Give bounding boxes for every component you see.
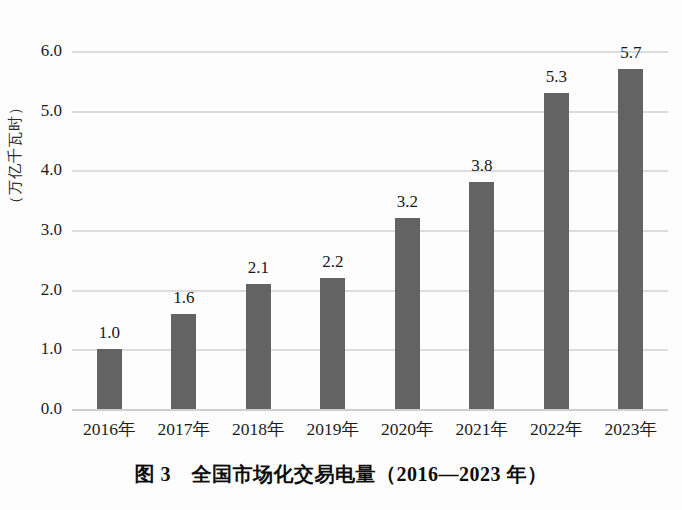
chart-caption: 图 3 全国市场化交易电量（2016—2023 年） bbox=[0, 461, 682, 488]
x-tick-label: 2016年 bbox=[71, 417, 147, 441]
bar-value-label: 3.8 bbox=[444, 157, 520, 175]
bar-2019年 bbox=[320, 278, 345, 409]
gridline bbox=[72, 51, 668, 53]
x-tick-label: 2017年 bbox=[146, 417, 222, 441]
gridline bbox=[72, 111, 668, 113]
plot-area: 1.01.62.12.23.23.85.35.7 bbox=[72, 51, 668, 411]
y-tick-label: 1.0 bbox=[0, 339, 62, 359]
y-tick-label: 4.0 bbox=[0, 160, 62, 180]
bar-2022年 bbox=[544, 93, 569, 409]
y-tick-label: 3.0 bbox=[0, 220, 62, 240]
bar-2018年 bbox=[246, 284, 271, 409]
figure-3-bar-chart: （万亿千瓦时） 0.01.02.03.04.05.06.0 1.01.62.12… bbox=[0, 0, 682, 510]
bar-2016年 bbox=[97, 349, 122, 409]
x-tick-label: 2023年 bbox=[593, 417, 669, 441]
gridline bbox=[72, 230, 668, 232]
y-tick-label: 0.0 bbox=[0, 399, 62, 419]
y-tick-label: 6.0 bbox=[0, 41, 62, 61]
bar-value-label: 5.3 bbox=[518, 68, 594, 86]
bar-value-label: 5.7 bbox=[593, 44, 669, 62]
gridline bbox=[72, 170, 668, 172]
y-tick-label: 2.0 bbox=[0, 280, 62, 300]
bar-value-label: 1.6 bbox=[146, 289, 222, 307]
bar-2017年 bbox=[171, 314, 196, 409]
bar-2023年 bbox=[618, 69, 643, 409]
bar-value-label: 2.1 bbox=[220, 259, 296, 277]
x-tick-label: 2018年 bbox=[220, 417, 296, 441]
bar-2020年 bbox=[395, 218, 420, 409]
x-tick-label: 2020年 bbox=[369, 417, 445, 441]
gridline bbox=[72, 349, 668, 351]
bar-value-label: 3.2 bbox=[369, 193, 445, 211]
x-tick-label: 2019年 bbox=[295, 417, 371, 441]
bar-value-label: 2.2 bbox=[295, 253, 371, 271]
x-tick-label: 2021年 bbox=[444, 417, 520, 441]
y-tick-label: 5.0 bbox=[0, 101, 62, 121]
bar-2021年 bbox=[469, 182, 494, 409]
x-tick-label: 2022年 bbox=[518, 417, 594, 441]
bar-value-label: 1.0 bbox=[71, 324, 147, 342]
